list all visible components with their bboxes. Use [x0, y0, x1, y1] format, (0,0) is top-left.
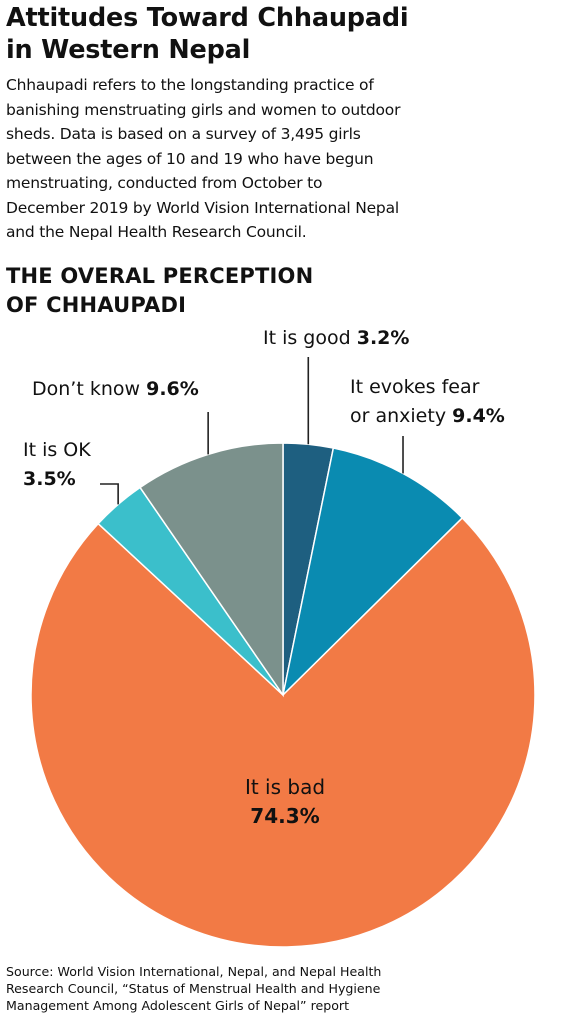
slice-dont-know	[139, 442, 284, 698]
slice-label-text: It is good	[263, 327, 351, 349]
slice-value-label: 3.5%	[23, 468, 76, 490]
slice-value-label: 3.2%	[356, 327, 410, 349]
slice-label-bad: It is bad 74.3%	[243, 773, 327, 831]
description-line: menstruating, conducted from October to	[6, 174, 323, 192]
slice-value-label: 74.3%	[250, 804, 320, 828]
description-line: between the ages of 10 and 19 who have b…	[6, 149, 374, 168]
description: Chhaupadi refers to the longstanding pra…	[6, 73, 561, 245]
slice-bad	[30, 516, 536, 948]
slice-label-text: It evokes fear	[350, 376, 480, 398]
title-line-2: in Western Nepal	[6, 35, 251, 65]
slice-value-label: 9.6%	[146, 378, 199, 400]
slice-label-text: or anxiety	[350, 405, 447, 427]
slice-label-text: Don’t know	[32, 378, 141, 400]
slice-label-good: It is good 3.2%	[263, 324, 409, 353]
chart-title-line-1: THE OVERAL PERCEPTION	[6, 264, 314, 288]
leader-line-ok	[100, 483, 119, 505]
source-line: Management Among Adolescent Girls of Nep…	[6, 998, 350, 1013]
slice-label-text: It is bad	[244, 775, 326, 799]
source-note: Source: World Vision International, Nepa…	[6, 963, 561, 1014]
slice-label-dont-know: Don’t know 9.6%	[32, 375, 199, 404]
slice-label-ok: It is OK 3.5%	[23, 436, 91, 494]
slice-label-fear: It evokes fear or anxiety 9.4%	[350, 373, 505, 431]
page-title: Attitudes Toward Chhaupadi in Western Ne…	[6, 2, 561, 66]
chart-title-line-2: OF CHHAUPADI	[6, 293, 187, 317]
chart-title: THE OVERAL PERCEPTION OF CHHAUPADI	[6, 262, 426, 320]
slice-value-label: 9.4%	[452, 405, 505, 427]
description-line: Chhaupadi refers to the longstanding pra…	[6, 76, 374, 94]
title-line-1: Attitudes Toward Chhaupadi	[6, 3, 409, 33]
source-line: Source: World Vision International, Nepa…	[6, 964, 382, 979]
slice-label-text: It is OK	[23, 439, 91, 461]
slice-fear-anxiety	[281, 447, 464, 698]
source-line: Research Council, “Status of Menstrual H…	[6, 981, 381, 996]
description-line: sheds. Data is based on a survey of 3,49…	[6, 125, 361, 143]
description-line: December 2019 by World Vision Internatio…	[6, 198, 399, 217]
description-line: banishing menstruating girls and women t…	[6, 100, 401, 119]
description-line: and the Nepal Health Research Council.	[6, 223, 307, 241]
